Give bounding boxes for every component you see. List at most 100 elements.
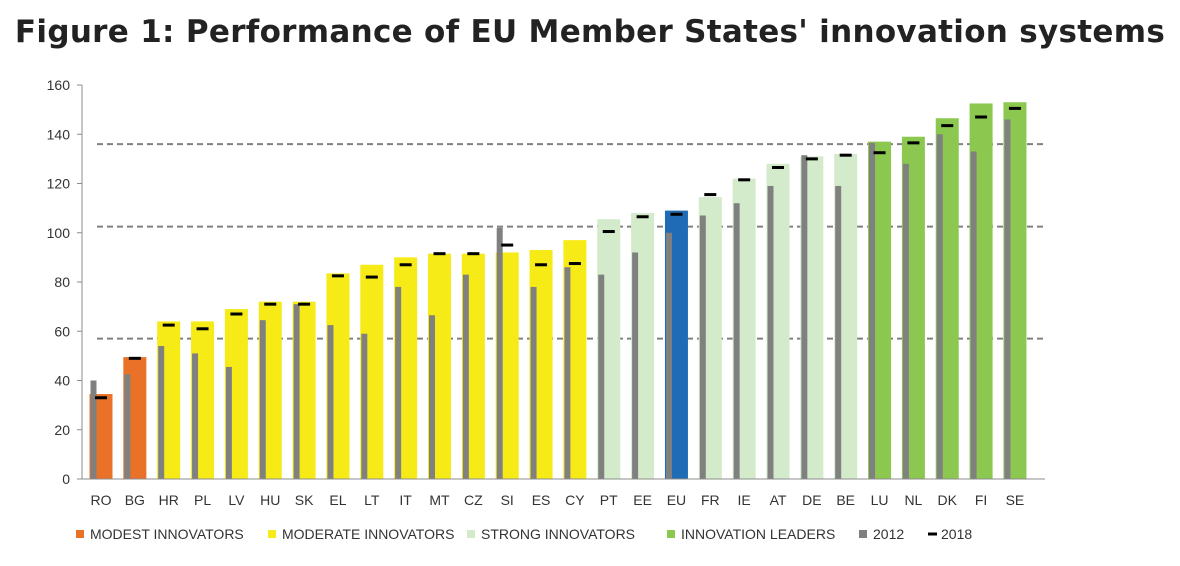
y-tick-label-20: 20 xyxy=(54,422,70,438)
bar-2012-de xyxy=(801,155,808,479)
legend-swatch-2012 xyxy=(859,530,867,538)
bar-2012-hu xyxy=(259,320,266,479)
x-tick-label-dk: DK xyxy=(938,492,958,508)
x-tick-label-pt: PT xyxy=(600,492,618,508)
x-tick-label-be: BE xyxy=(836,492,855,508)
marker-2018-at xyxy=(772,165,784,169)
marker-2018-dk xyxy=(941,124,954,128)
marker-2018-es xyxy=(535,263,548,267)
x-tick-label-ee: EE xyxy=(633,492,652,508)
legend-swatch-moderate-innovators xyxy=(268,530,276,538)
marker-2018-eu xyxy=(670,212,683,216)
x-tick-label-fr: FR xyxy=(701,492,720,508)
bar-2012-cy xyxy=(564,267,571,479)
bars-layer xyxy=(89,102,1027,480)
bar-2012-lu xyxy=(869,142,876,479)
marker-2018-cz xyxy=(467,252,480,256)
x-tick-label-ie: IE xyxy=(738,492,751,508)
x-tick-label-at: AT xyxy=(770,492,787,508)
bar-2012-lt xyxy=(361,333,368,479)
marker-2018-ie xyxy=(738,178,751,182)
y-tick-label-0: 0 xyxy=(62,471,70,487)
y-tick-label-80: 80 xyxy=(54,274,70,290)
marker-2018-lu xyxy=(873,151,886,155)
legend-swatch-modest-innovators xyxy=(76,530,84,538)
marker-2018-sk xyxy=(298,302,311,306)
x-tick-label-ro: RO xyxy=(91,492,112,508)
marker-2018-lv xyxy=(230,312,243,316)
bar-2012-ro xyxy=(90,380,97,479)
y-tick-label-60: 60 xyxy=(54,323,70,339)
x-tick-label-bg: BG xyxy=(125,492,145,508)
marker-2018-mt xyxy=(433,252,446,256)
x-tick-label-se: SE xyxy=(1006,492,1025,508)
axes: RO BG HR PL LV HU SK EL LT IT MT CZ SI ES CY PT EE EU FR IE… xyxy=(47,77,1045,508)
legend-swatch-innovation-leaders xyxy=(667,530,675,538)
marker-2018-hu xyxy=(264,302,277,306)
bar-2012-bg xyxy=(124,374,131,479)
bar-2012-be xyxy=(835,185,842,479)
marker-2018-hr xyxy=(162,323,175,327)
x-tick-label-mt: MT xyxy=(429,492,450,508)
y-tick-label-100: 100 xyxy=(47,225,71,241)
x-tick-label-eu: EU xyxy=(667,492,686,508)
bar-2012-it xyxy=(395,286,402,479)
bar-2012-ee xyxy=(632,252,639,479)
y-tick-label-120: 120 xyxy=(47,176,71,192)
y-tick-label-160: 160 xyxy=(47,77,71,93)
bar-2012-se xyxy=(1004,119,1011,479)
x-tick-label-lv: LV xyxy=(228,492,245,508)
marker-2018-de xyxy=(805,157,818,161)
marker-2018-cy xyxy=(568,262,581,266)
bar-2012-nl xyxy=(902,163,909,480)
legend-label-moderate-innovators: MODERATE INNOVATORS xyxy=(282,526,454,542)
x-tick-label-it: IT xyxy=(399,492,412,508)
x-tick-label-el: EL xyxy=(329,492,346,508)
marker-2018-el xyxy=(331,274,344,278)
legend-marker-2018 xyxy=(928,532,937,536)
legend-label-innovation-leaders: INNOVATION LEADERS xyxy=(681,526,835,542)
marker-2018-it xyxy=(399,263,412,267)
bar-2012-hr xyxy=(158,346,165,479)
marker-2018-pl xyxy=(196,327,209,331)
bar-2012-es xyxy=(530,286,537,479)
marker-2018-si xyxy=(501,243,514,247)
bar-2012-mt xyxy=(429,315,435,479)
bar-2012-el xyxy=(327,325,334,479)
x-tick-label-lu: LU xyxy=(871,492,889,508)
marker-2018-lt xyxy=(365,275,378,279)
x-tick-label-pl: PL xyxy=(194,492,211,508)
marker-2018-be xyxy=(839,153,852,157)
marker-2018-pt xyxy=(602,230,615,234)
legend-label-2018: 2018 xyxy=(941,526,972,542)
bar-2012-fi xyxy=(970,151,977,480)
x-tick-label-hr: HR xyxy=(159,492,179,508)
x-tick-label-cz: CZ xyxy=(464,492,483,508)
bar-2012-sk xyxy=(293,304,300,479)
x-tick-label-lt: LT xyxy=(364,492,380,508)
bar-2012-pt xyxy=(598,274,605,479)
x-tick-label-de: DE xyxy=(802,492,821,508)
marker-2018-fi xyxy=(975,115,988,119)
x-tick-label-sk: SK xyxy=(295,492,314,508)
y-tick-label-40: 40 xyxy=(54,373,70,389)
legend-label-strong-innovators: STRONG INNOVATORS xyxy=(481,526,635,542)
bar-2012-cz xyxy=(462,274,469,479)
legend-label-modest-innovators: MODEST INNOVATORS xyxy=(90,526,244,542)
marker-2018-bg xyxy=(128,356,141,360)
marker-2018-nl xyxy=(907,141,920,145)
marker-2018-fr xyxy=(704,193,717,197)
x-tick-label-es: ES xyxy=(532,492,551,508)
x-tick-label-si: SI xyxy=(501,492,514,508)
marker-2018-se xyxy=(1008,106,1021,110)
legend: MODEST INNOVATORS MODERATE INNOVATORS STRO… xyxy=(76,526,972,542)
bar-2012-at xyxy=(767,185,774,479)
x-tick-label-hu: HU xyxy=(260,492,280,508)
bar-2012-dk xyxy=(936,134,943,479)
x-tick-label-cy: CY xyxy=(565,492,585,508)
x-tick-label-fi: FI xyxy=(975,492,987,508)
bar-2012-eu xyxy=(665,232,672,479)
legend-swatch-strong-innovators xyxy=(467,530,475,538)
bar-2012-pl xyxy=(192,353,199,479)
